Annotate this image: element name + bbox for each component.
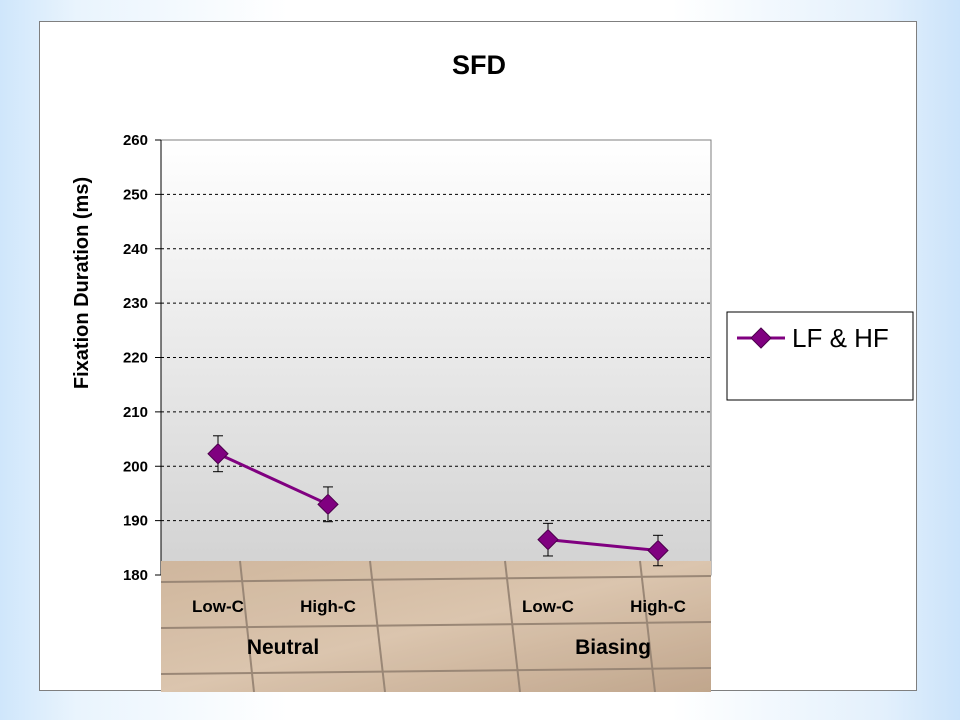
x-category-label: High-C	[630, 597, 686, 616]
x-category-label: Low-C	[522, 597, 574, 616]
y-tick-label: 200	[123, 458, 148, 475]
data-point-marker	[317, 493, 339, 516]
x-category-label: Low-C	[192, 597, 244, 616]
data-point-marker	[647, 539, 669, 562]
tile-floor-image	[160, 560, 712, 692]
series-line-segment	[217, 452, 329, 506]
legend-diamond-marker	[750, 327, 772, 349]
chart-svg: SFD Fixation Duration (ms) 180 190 200 210 2…	[71, 50, 914, 692]
y-tick-label: 260	[123, 132, 148, 149]
y-tick-label: 230	[123, 295, 148, 312]
chart-area: SFD Fixation Duration (ms) 180 190 200 210 2…	[39, 21, 917, 692]
x-group-label: Biasing	[575, 636, 651, 659]
x-category-label: High-C	[300, 597, 356, 616]
y-tick-label: 250	[123, 186, 148, 203]
legend-entry-label: LF & HF	[792, 323, 889, 353]
data-point-marker	[207, 443, 229, 465]
x-group-label: Neutral	[247, 636, 319, 659]
y-tick-label: 240	[123, 241, 148, 258]
y-axis-label: Fixation Duration (ms)	[71, 177, 93, 389]
y-tick-label: 180	[123, 567, 148, 584]
data-point-marker	[537, 528, 559, 551]
plot-area	[160, 139, 712, 576]
series-line-segment	[547, 538, 659, 553]
y-tick-label: 190	[123, 513, 148, 530]
y-tick-label: 210	[123, 404, 148, 421]
chart-title: SFD	[452, 50, 506, 80]
y-tick-label: 220	[123, 350, 148, 367]
legend: LF & HF	[726, 311, 914, 401]
